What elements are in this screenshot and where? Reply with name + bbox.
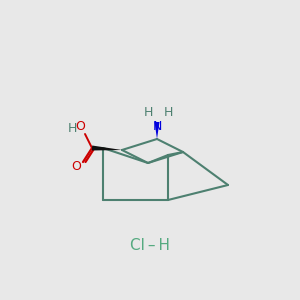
Text: Cl – H: Cl – H [130,238,170,253]
Text: H: H [163,106,173,118]
Polygon shape [92,146,122,151]
Text: H: H [143,106,153,118]
Text: O: O [75,121,85,134]
Text: H: H [67,122,77,134]
Text: O: O [71,160,81,172]
Polygon shape [154,122,160,139]
Text: N: N [152,119,162,133]
